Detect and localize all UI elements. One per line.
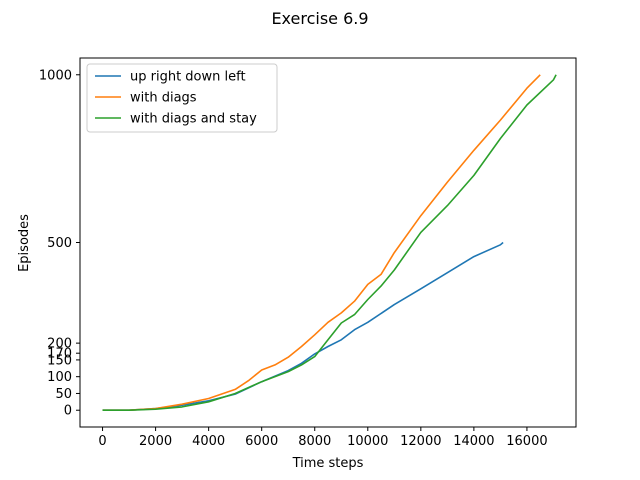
series-line-3 <box>102 74 557 412</box>
y-tick-label: 170 <box>47 347 72 362</box>
x-tick-label: 6000 <box>245 434 278 449</box>
x-tick-label: 12000 <box>400 434 441 449</box>
y-tick-label: 0 <box>64 404 72 419</box>
series-line-2 <box>102 74 541 412</box>
series-layer <box>102 74 557 412</box>
x-tick-label: 14000 <box>453 434 494 449</box>
legend-box <box>86 63 278 133</box>
y-axis-label: Episodes <box>17 214 32 272</box>
x-tick-label: 2000 <box>139 434 172 449</box>
legend: up right down left with diags with diags a… <box>86 63 278 133</box>
series-line-1 <box>102 241 504 412</box>
chart-title: Exercise 6.9 <box>271 9 368 28</box>
x-tick-label: 10000 <box>347 434 388 449</box>
x-axis-label: Time steps <box>292 456 364 471</box>
x-axis: 0 2000 4000 6000 8000 10000 12000 14000 16000 <box>98 427 548 449</box>
legend-label-2: with diags <box>130 91 197 106</box>
y-tick-label: 200 <box>47 337 72 352</box>
y-tick-label: 500 <box>47 236 72 251</box>
legend-label-3: with diags and stay <box>130 112 257 127</box>
x-tick-label: 4000 <box>192 434 225 449</box>
x-tick-label: 0 <box>98 434 106 449</box>
y-tick-label: 1000 <box>39 68 72 83</box>
y-tick-label: 50 <box>55 387 72 402</box>
x-tick-label: 8000 <box>298 434 331 449</box>
y-tick-label: 150 <box>47 353 72 368</box>
y-tick-label: 100 <box>47 370 72 385</box>
legend-label-1: up right down left <box>130 70 246 85</box>
x-tick-label: 16000 <box>506 434 547 449</box>
